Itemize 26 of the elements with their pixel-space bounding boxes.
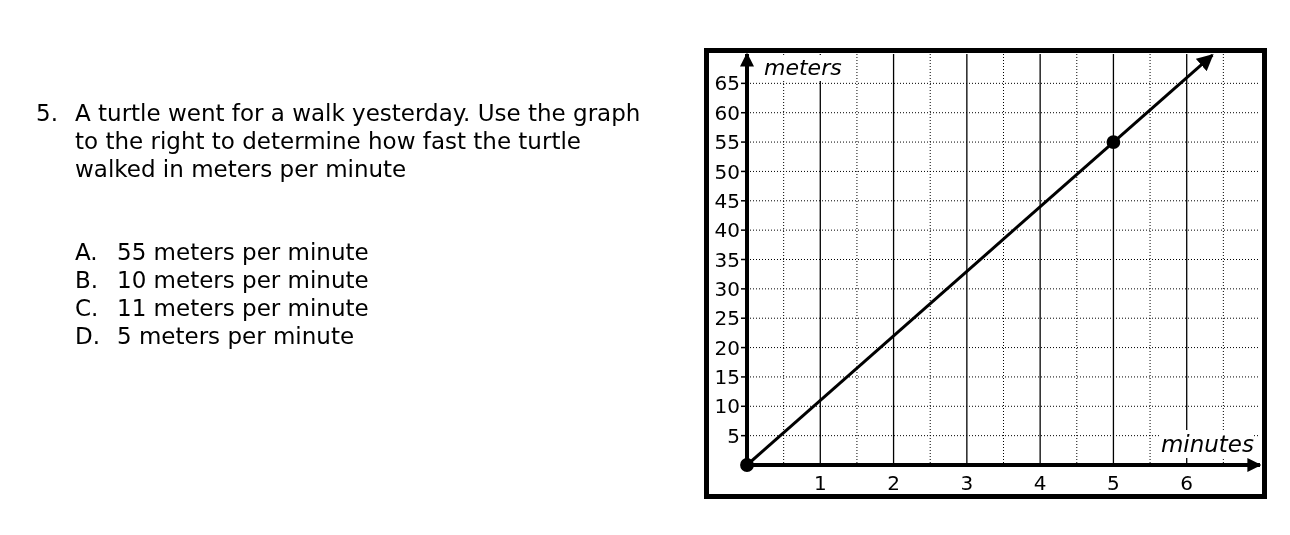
y-tick-label: 65: [714, 71, 740, 96]
x-tick-label: 6: [1180, 471, 1194, 496]
y-tick-label: 55: [714, 130, 740, 155]
y-axis-title: meters: [764, 55, 842, 80]
y-tick-label: 45: [714, 188, 740, 213]
x-axis-title: minutes: [1160, 431, 1254, 457]
y-tick-label: 10: [714, 394, 740, 419]
text: B. 10 meters per minute: [75, 267, 369, 293]
text: 5. A turtle went for a walk yesterday. Use the graph to the right to determine how fast the turtle walked in meters per minute: [36, 100, 641, 182]
x-tick-label: 3: [960, 471, 974, 496]
y-tick-label: 25: [714, 306, 740, 331]
y-tick-label: 20: [714, 335, 740, 360]
x-tick-label: 2: [887, 471, 900, 496]
y-tick-label: 5: [727, 423, 740, 448]
x-tick-label: 4: [1033, 471, 1047, 496]
y-tick-label: 30: [714, 276, 740, 301]
x-tick-label: 5: [1107, 471, 1120, 496]
y-tick-label: 50: [714, 159, 740, 184]
text: C. 11 meters per minute: [75, 295, 369, 321]
y-tick-label: 40: [714, 218, 740, 243]
text: D. 5 meters per minute: [75, 323, 355, 349]
x-tick-label: 1: [813, 471, 827, 496]
y-tick-label: 60: [714, 100, 740, 125]
text: A. 55 meters per minute: [75, 239, 369, 265]
y-tick-label: 15: [714, 365, 740, 390]
y-tick-label: 35: [714, 247, 740, 272]
